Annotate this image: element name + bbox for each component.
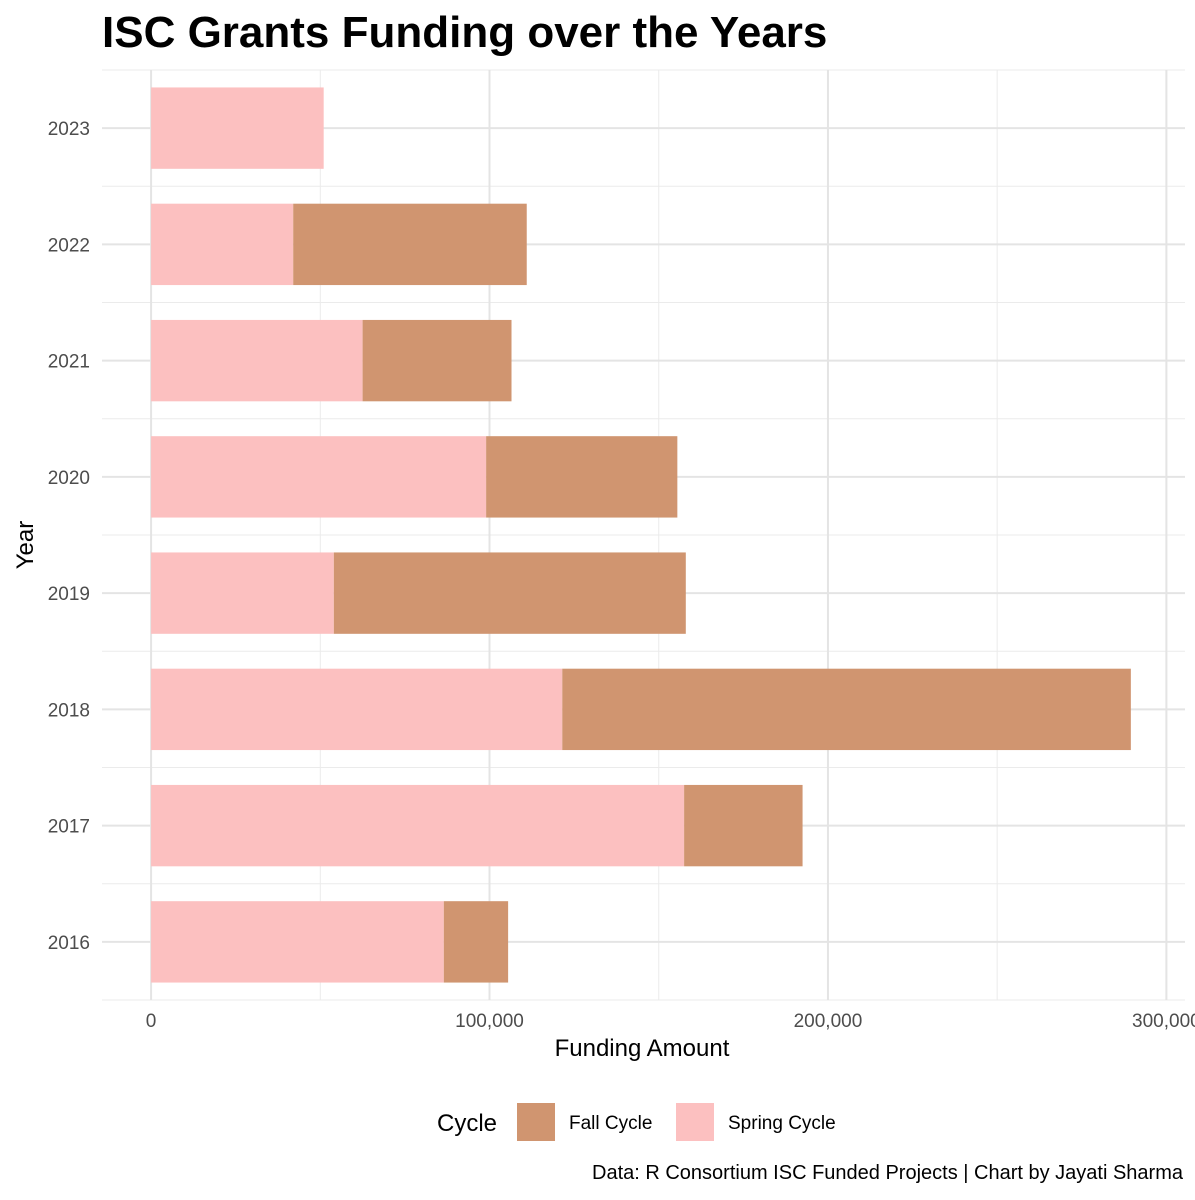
bar-spring-cycle-2020 [151, 436, 487, 518]
x-tick-label: 200,000 [794, 1011, 863, 1032]
bar-spring-cycle-2019 [151, 552, 334, 634]
y-tick-label: 2016 [48, 933, 90, 954]
bar-spring-cycle-2018 [151, 668, 563, 751]
bar-fall-cycle-2020 [486, 436, 678, 518]
legend: Cycle Fall Cycle Spring Cycle [437, 1103, 836, 1141]
bar-spring-cycle-2023 [151, 87, 324, 169]
y-tick-label: 2017 [48, 817, 90, 838]
legend-key-spring-cycle [676, 1103, 714, 1141]
bars [151, 87, 1131, 983]
y-tick-label: 2021 [48, 352, 90, 373]
chart-caption: Data: R Consortium ISC Funded Projects |… [592, 1162, 1183, 1184]
legend-key-fall-cycle [517, 1103, 555, 1141]
bar-fall-cycle-2021 [362, 319, 512, 402]
y-tick-label: 2023 [48, 119, 90, 140]
y-tick-label: 2020 [48, 468, 90, 489]
bar-fall-cycle-2018 [562, 668, 1131, 751]
bar-spring-cycle-2016 [151, 901, 444, 983]
y-tick-label: 2022 [48, 235, 90, 256]
bar-fall-cycle-2016 [443, 901, 509, 983]
legend-title: Cycle [437, 1110, 497, 1137]
bar-fall-cycle-2022 [293, 203, 527, 286]
legend-label-spring-cycle: Spring Cycle [728, 1113, 836, 1134]
x-tick-label: 100,000 [455, 1011, 524, 1032]
tick-labels: 0 100,000 200,000 300,000 2016 2017 2018 2019 20… [48, 119, 1195, 1032]
legend-label-fall-cycle: Fall Cycle [569, 1113, 652, 1134]
y-axis-title: Year [12, 521, 39, 570]
x-tick-label: 300,000 [1132, 1011, 1195, 1032]
x-tick-label: 0 [146, 1011, 157, 1032]
bar-fall-cycle-2019 [333, 552, 686, 634]
chart-title: ISC Grants Funding over the Years [102, 8, 828, 57]
bar-spring-cycle-2021 [151, 319, 363, 402]
x-axis-title: Funding Amount [555, 1035, 730, 1062]
y-tick-label: 2019 [48, 584, 90, 605]
y-tick-label: 2018 [48, 700, 90, 721]
bar-spring-cycle-2022 [151, 203, 294, 286]
bar-spring-cycle-2017 [151, 784, 685, 867]
bar-fall-cycle-2017 [684, 784, 803, 867]
